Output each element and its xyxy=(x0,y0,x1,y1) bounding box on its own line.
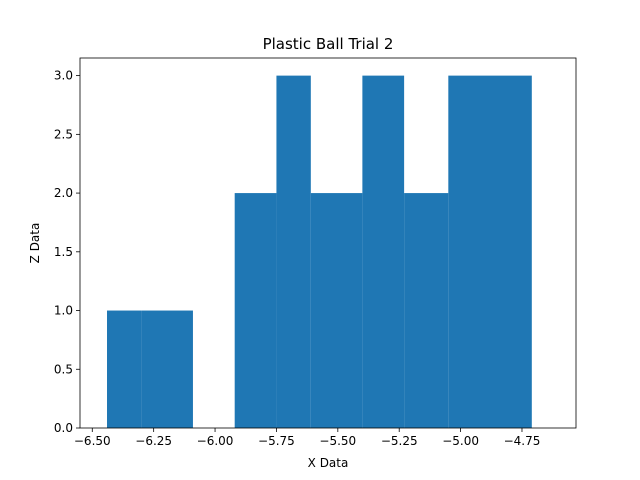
y-tick-label: 2.5 xyxy=(54,127,73,141)
histogram-bar-1 xyxy=(107,310,142,428)
y-tick-label: 2.0 xyxy=(54,186,73,200)
histogram-bar-5 xyxy=(310,193,363,428)
y-tick-label: 1.0 xyxy=(54,304,73,318)
y-axis-ticks: 0.0 0.5 1.0 1.5 2.0 2.5 3.0 xyxy=(54,69,80,435)
x-tick-label: −6.00 xyxy=(197,434,234,448)
chart-title: Plastic Ball Trial 2 xyxy=(263,35,394,53)
x-axis-ticks: −6.50 −6.25 −6.00 −5.75 −5.50 −5.25 −5.00 −4.75 xyxy=(74,428,540,448)
histogram-bar-7 xyxy=(404,193,449,428)
histogram-bar-2 xyxy=(141,310,193,428)
x-axis-label: X Data xyxy=(308,456,349,470)
x-tick-label: −5.50 xyxy=(319,434,356,448)
plot-frame xyxy=(79,57,577,429)
x-tick-label: −4.75 xyxy=(504,434,541,448)
histogram-bar-6 xyxy=(362,75,405,428)
y-axis-label: Z Data xyxy=(28,223,42,264)
histogram-bar-3 xyxy=(234,193,277,428)
x-tick-label: −5.25 xyxy=(381,434,418,448)
x-tick-label: −6.50 xyxy=(74,434,111,448)
y-tick-label: 1.5 xyxy=(54,245,73,259)
bars-group xyxy=(107,75,532,428)
histogram-bar-4 xyxy=(276,75,311,428)
y-tick-label: 0.0 xyxy=(54,421,73,435)
histogram-bar-8 xyxy=(448,75,532,428)
x-tick-label: −5.75 xyxy=(258,434,295,448)
x-tick-label: −5.00 xyxy=(442,434,479,448)
y-tick-label: 0.5 xyxy=(54,362,73,376)
x-tick-label: −6.25 xyxy=(135,434,172,448)
y-tick-label: 3.0 xyxy=(54,69,73,83)
